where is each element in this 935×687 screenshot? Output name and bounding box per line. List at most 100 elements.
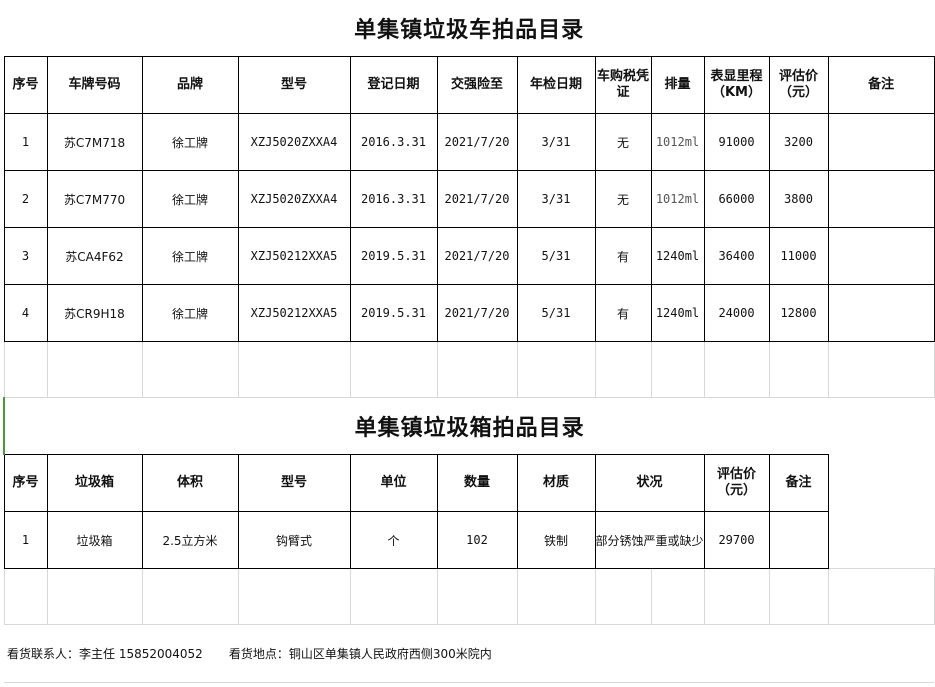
table-cell[interactable]: 66000 — [703, 170, 770, 228]
column-header[interactable]: 序号 — [3, 56, 48, 114]
table-cell[interactable]: 苏CA4F62 — [46, 227, 143, 285]
column-header[interactable]: 状况 — [594, 454, 705, 512]
empty-cell[interactable] — [827, 568, 935, 625]
column-header[interactable]: 年检日期 — [516, 56, 596, 114]
table-cell[interactable]: 铁制 — [516, 511, 596, 569]
table-cell[interactable]: 4 — [3, 284, 48, 342]
table-cell[interactable]: XZJ50212XXA5 — [237, 284, 351, 342]
empty-cell[interactable] — [436, 341, 518, 398]
table-cell[interactable]: 2019.5.31 — [349, 284, 438, 342]
empty-cell[interactable] — [3, 341, 48, 398]
table-cell[interactable]: 24000 — [703, 284, 770, 342]
column-header[interactable]: 车购税凭证 — [594, 56, 652, 114]
table-cell[interactable]: 3/31 — [516, 113, 596, 171]
table-cell[interactable]: 5/31 — [516, 284, 596, 342]
table-cell[interactable]: 1012ml — [650, 170, 705, 228]
table-cell[interactable]: 2021/7/20 — [436, 113, 518, 171]
empty-cell[interactable] — [516, 568, 596, 625]
empty-cell[interactable] — [436, 568, 518, 625]
column-header[interactable]: 登记日期 — [349, 56, 438, 114]
table-cell[interactable]: 2021/7/20 — [436, 170, 518, 228]
empty-cell[interactable] — [46, 341, 143, 398]
empty-cell[interactable] — [594, 341, 652, 398]
table-cell[interactable]: 11000 — [768, 227, 829, 285]
table-cell[interactable]: 36400 — [703, 227, 770, 285]
table-cell[interactable]: 苏C7M718 — [46, 113, 143, 171]
empty-cell[interactable] — [46, 568, 143, 625]
column-header[interactable]: 型号 — [237, 454, 351, 512]
table-cell[interactable]: 29700 — [703, 511, 770, 569]
empty-cell[interactable] — [768, 341, 829, 398]
empty-cell[interactable] — [141, 568, 239, 625]
empty-cell[interactable] — [141, 341, 239, 398]
table-cell[interactable]: XZJ5020ZXXA4 — [237, 170, 351, 228]
table-cell[interactable]: 徐工牌 — [141, 170, 239, 228]
table-cell[interactable]: 苏C7M770 — [46, 170, 143, 228]
table-cell[interactable]: 1240ml — [650, 284, 705, 342]
empty-cell[interactable] — [827, 341, 935, 398]
table-cell[interactable]: 2019.5.31 — [349, 227, 438, 285]
table-cell[interactable]: 12800 — [768, 284, 829, 342]
table-cell[interactable]: 钩臂式 — [237, 511, 351, 569]
empty-cell[interactable] — [703, 341, 770, 398]
empty-cell[interactable] — [768, 568, 829, 625]
table-cell[interactable]: 徐工牌 — [141, 227, 239, 285]
table-cell[interactable]: 91000 — [703, 113, 770, 171]
table-cell[interactable]: 无 — [594, 113, 652, 171]
empty-cell[interactable] — [237, 568, 351, 625]
table-cell[interactable]: 1240ml — [650, 227, 705, 285]
column-header[interactable]: 材质 — [516, 454, 596, 512]
column-header[interactable]: 品牌 — [141, 56, 239, 114]
table-cell[interactable] — [827, 170, 935, 228]
table-cell[interactable]: 1 — [3, 113, 48, 171]
table-cell[interactable]: 2021/7/20 — [436, 227, 518, 285]
empty-cell[interactable] — [650, 341, 705, 398]
column-header[interactable]: 排量 — [650, 56, 705, 114]
table-cell[interactable]: 徐工牌 — [141, 284, 239, 342]
column-header[interactable]: 交强险至 — [436, 56, 518, 114]
table-cell[interactable]: 3 — [3, 227, 48, 285]
table-cell[interactable]: 苏CR9H18 — [46, 284, 143, 342]
table-cell[interactable]: 1 — [3, 511, 48, 569]
column-header[interactable]: 体积 — [141, 454, 239, 512]
empty-cell[interactable] — [349, 568, 438, 625]
table-cell[interactable]: 102 — [436, 511, 518, 569]
column-header[interactable]: 数量 — [436, 454, 518, 512]
column-header[interactable]: 序号 — [3, 454, 48, 512]
table-cell[interactable]: 有 — [594, 284, 652, 342]
table-cell[interactable]: 徐工牌 — [141, 113, 239, 171]
table-cell[interactable]: 2 — [3, 170, 48, 228]
column-header[interactable]: 单位 — [349, 454, 438, 512]
empty-cell[interactable] — [349, 341, 438, 398]
table-cell[interactable] — [768, 511, 829, 569]
table-cell[interactable]: 有 — [594, 227, 652, 285]
table-cell[interactable]: 1012ml — [650, 113, 705, 171]
column-header[interactable]: 车牌号码 — [46, 56, 143, 114]
table-cell[interactable]: 2016.3.31 — [349, 113, 438, 171]
table-cell[interactable]: 2.5立方米 — [141, 511, 239, 569]
table-cell[interactable]: 3800 — [768, 170, 829, 228]
column-header[interactable]: 评估价（元） — [768, 56, 829, 114]
table-cell[interactable]: 部分锈蚀严重或缺少部件 — [594, 511, 705, 569]
column-header[interactable]: 备注 — [768, 454, 829, 512]
table-cell[interactable]: 2021/7/20 — [436, 284, 518, 342]
table-cell[interactable] — [827, 227, 935, 285]
table-cell[interactable]: 垃圾箱 — [46, 511, 143, 569]
table-cell[interactable]: 2016.3.31 — [349, 170, 438, 228]
table-cell[interactable] — [827, 113, 935, 171]
empty-cell[interactable] — [516, 341, 596, 398]
empty-cell[interactable] — [650, 568, 705, 625]
table-cell[interactable]: 3200 — [768, 113, 829, 171]
table-cell[interactable] — [827, 284, 935, 342]
empty-cell[interactable] — [703, 568, 770, 625]
empty-cell[interactable] — [594, 568, 652, 625]
table-cell[interactable]: 无 — [594, 170, 652, 228]
table-cell[interactable]: XZJ5020ZXXA4 — [237, 113, 351, 171]
table-cell[interactable]: 5/31 — [516, 227, 596, 285]
column-header[interactable]: 评估价（元） — [703, 454, 770, 512]
column-header[interactable]: 表显里程（KM） — [703, 56, 770, 114]
column-header[interactable]: 垃圾箱 — [46, 454, 143, 512]
column-header[interactable]: 备注 — [827, 56, 935, 114]
column-header[interactable]: 型号 — [237, 56, 351, 114]
table-cell[interactable]: 3/31 — [516, 170, 596, 228]
